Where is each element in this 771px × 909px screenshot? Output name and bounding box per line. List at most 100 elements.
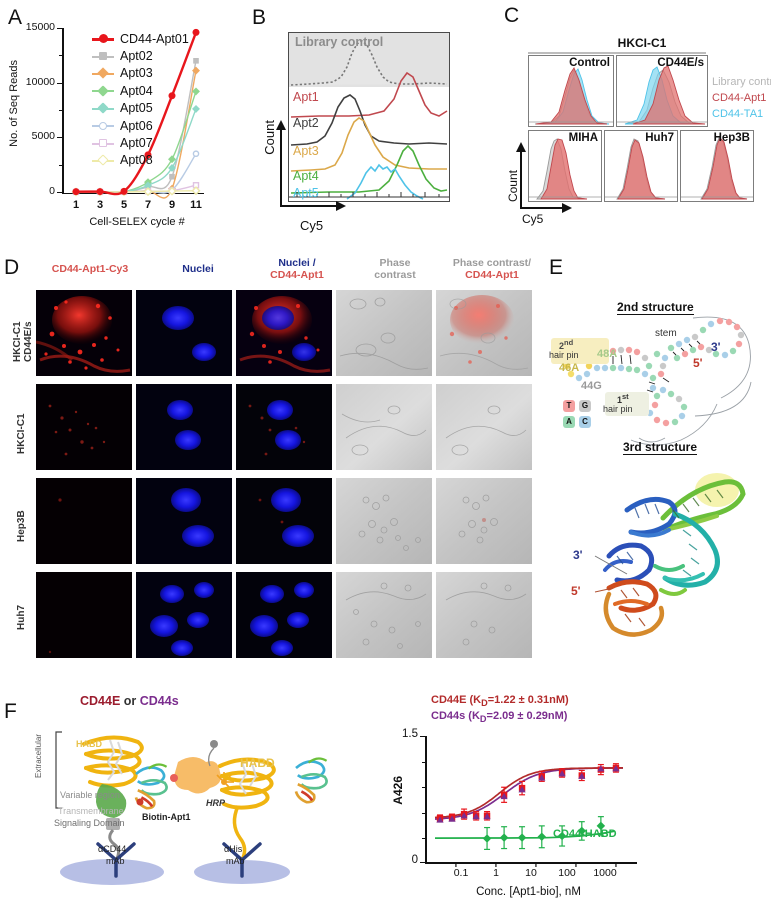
panel-a-plot-area: 15000 10000 5000 0 1 3 5 7 9 11 — [26, 21, 204, 211]
panel-f-point-cd44s-11 — [612, 765, 620, 772]
panel-a-legend-label-5: Apt05 — [120, 101, 153, 116]
panel-a-point-apt08-9 — [167, 186, 177, 196]
panel-b-y-arrowhead — [276, 120, 286, 130]
panel-e-tertiary-structure-title: 3rd structure — [623, 440, 698, 455]
panel-f-x-axis — [425, 862, 637, 864]
panel-e-second-hairpin-highlight — [551, 338, 609, 364]
panel-e-secondary-title-text: 2nd structure — [617, 300, 694, 314]
panel-c-hist-cd44es — [617, 65, 707, 125]
panel-d-rowlbl-4: Huh7 — [16, 605, 27, 631]
panel-f-fit-cd44e — [434, 767, 623, 819]
panel-a-ylabel-1: 5000 — [31, 130, 55, 143]
panel-a-ytick-0 — [57, 192, 62, 193]
panel-c-y-arrowhead — [516, 142, 526, 152]
panel-a-xlabel-2: 5 — [120, 199, 128, 211]
panel-b-y-axis-title: Count — [262, 120, 277, 155]
panel-f-kd-cd44s: CD44s (KD=2.09 ± 0.29nM) — [431, 710, 567, 724]
panel-e-secondary-structure-title: 2nd structure — [617, 300, 694, 315]
panel-f-binding-chart: CD44E (KD=1.22 ± 0.31nM) CD44s (KD=2.09 … — [385, 690, 730, 900]
panel-f-ytick-max — [420, 736, 425, 737]
panel-a-y-axis — [62, 28, 64, 194]
panel-a-legend-marker-3 — [92, 67, 114, 80]
panel-a-legend-label-3: Apt03 — [120, 66, 153, 81]
panel-c-letter: C — [504, 4, 520, 27]
panel-a-point-apt06-11 — [192, 150, 200, 158]
panel-c-x-axis-arrow — [520, 207, 562, 209]
panel-f-title-cd44s: CD44s — [139, 694, 179, 708]
panel-f-point-cd44s-8 — [558, 770, 566, 777]
panel-b-trace-label-apt5: Apt5 — [293, 186, 319, 200]
panel-f-xlabel-1: 1 — [493, 867, 499, 879]
panel-a: A No. of Seq Reads Cell-SELEX cycle # 1 5… — [0, 0, 250, 250]
panel-d-colhdr-3-l1: Nuclei / — [278, 257, 316, 269]
panel-a-ylabel-0: 0 — [49, 185, 55, 197]
panel-c-subpanel-hep3b: Hep3B — [680, 130, 754, 202]
panel-e: E 2nd structure — [545, 252, 771, 672]
panel-a-legend-item-3: Apt03 — [92, 65, 189, 82]
panel-a-letter: A — [8, 6, 23, 29]
panel-f-kd-cd44e: CD44E (KD=1.22 ± 0.31nM) — [431, 694, 569, 708]
panel-a-x-axis-title: Cell-SELEX cycle # — [89, 216, 185, 228]
panel-b-plot-box: Library control Apt1 Apt2 Apt3 Apt4 Apt5 — [288, 32, 450, 202]
panel-c-hist-control — [529, 67, 613, 125]
panel-d-colhdr-3: Nuclei / CD44-Apt1 — [248, 257, 346, 281]
panel-d-colhdr-2: Nuclei — [150, 263, 246, 276]
panel-a-xlabel-0: 1 — [72, 199, 80, 211]
panel-f-point-cd44s-9 — [578, 772, 586, 779]
panel-a-legend-item-4: Apt04 — [92, 82, 189, 99]
panel-f-point-cd44-habd-5 — [577, 826, 587, 836]
panel-f-point-cd44-habd-3 — [537, 832, 547, 842]
panel-a-legend-marker-8 — [92, 154, 114, 167]
panel-c-title-rule — [528, 52, 706, 54]
panel-c-legend-apt1: CD44-Apt1 — [712, 92, 767, 104]
panel-a-point-cd44-apt01-11 — [192, 28, 200, 36]
panel-e-base-a: A — [563, 416, 575, 428]
panel-f-ytick-m1 — [422, 761, 425, 763]
panel-d-colhdr-3-l2: CD44-Apt1 — [270, 268, 324, 281]
panel-a-point-apt05-11 — [192, 104, 200, 113]
panel-b-trace-label-apt3: Apt3 — [293, 144, 319, 158]
panel-c-y-axis-title: Count — [506, 170, 520, 203]
panel-f-signaling-domain-label: Signaling Domain — [54, 818, 125, 828]
panel-a-xlabel-3: 7 — [144, 199, 152, 211]
panel-f-variable-region-label: Variable region — [60, 790, 120, 800]
panel-e-stem-label: stem — [655, 328, 677, 339]
panel-c-label-huh7: Huh7 — [645, 132, 674, 144]
panel-b-trace-label-apt1: Apt1 — [293, 90, 319, 104]
panel-b-trace-label-apt2: Apt2 — [293, 116, 319, 130]
panel-f: F CD44E or CD44s — [0, 672, 771, 909]
panel-a-legend-item-7: Apt07 — [92, 134, 189, 151]
panel-f-kd-cd44e-rest: =1.22 ± 0.31nM) — [487, 694, 569, 706]
panel-b-histograms-svg — [289, 40, 449, 200]
panel-f-schematic: CD44E or CD44s — [28, 694, 358, 899]
panel-d: D CD44-Apt1-Cy3 Nuclei Nuclei / CD44-Apt… — [0, 252, 545, 672]
panel-b-letter: B — [252, 6, 267, 29]
panel-e-second-hairpin-label: hair pin — [549, 350, 579, 360]
panel-a-point-apt04-11 — [192, 87, 200, 96]
panel-d-colhdr-5-l1: Phase contrast/ — [452, 257, 532, 269]
panel-a-legend-marker-6 — [92, 121, 114, 131]
panel-a-y-axis-title: No. of Seq Reads — [8, 60, 20, 147]
panel-e-three-prime-3d: 3' — [573, 548, 583, 562]
panel-f-y-axis-title: A426 — [391, 776, 405, 805]
panel-a-legend-marker-5 — [92, 102, 114, 114]
panel-c-label-hep3b: Hep3B — [713, 132, 750, 144]
panel-a-point-apt05-9 — [168, 163, 176, 172]
panel-f-ytick-m4 — [422, 838, 425, 840]
panel-a-ytick-5000 — [57, 137, 62, 139]
panel-f-xlabel-2: 10 — [525, 867, 537, 879]
panel-a-ytick-10000 — [57, 82, 62, 84]
panel-f-ytick-min — [420, 862, 425, 863]
panel-a-point-cd44-apt01-1 — [72, 188, 80, 196]
panel-a-legend-marker-1 — [92, 34, 114, 44]
panel-f-ahis-mab-l1: αHis — [224, 844, 243, 854]
panel-f-point-cd44-habd-4 — [557, 831, 567, 841]
panel-a-ytick-minor-2 — [59, 110, 62, 111]
panel-f-point-cd44s-0 — [436, 816, 444, 823]
panel-f-point-cd44-habd-1 — [499, 833, 509, 842]
panel-e-tertiary-structure-diagram — [594, 473, 746, 637]
panel-a-ylabel-2: 10000 — [25, 75, 55, 88]
panel-c-subpanel-miha: MIHA — [528, 130, 602, 202]
panel-f-kd-cd44e-prefix: CD44E (K — [431, 694, 482, 706]
panel-c-title: HKCI-C1 — [617, 36, 667, 50]
